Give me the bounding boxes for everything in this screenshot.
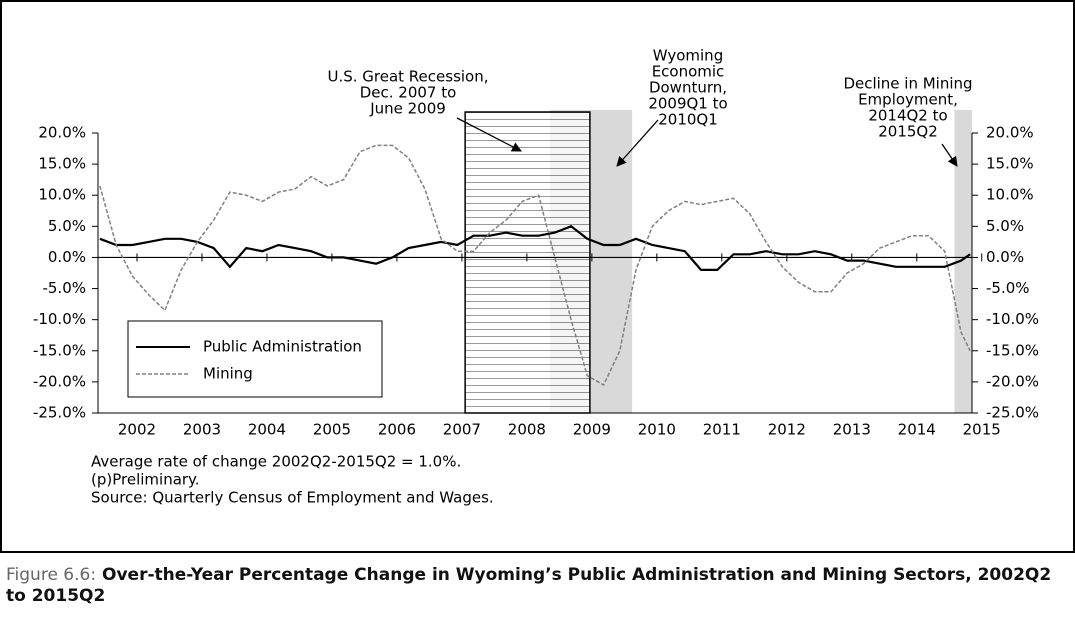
- footnote: Average rate of change 2002Q2-2015Q2 = 1…: [91, 453, 461, 471]
- legend-label: Mining: [203, 365, 253, 383]
- caption-label: Figure 6.6:: [6, 565, 97, 585]
- annotation: Employment,: [858, 91, 958, 109]
- x-tick-label: 2011: [703, 421, 741, 439]
- y-tick-label: -25.0%: [33, 404, 86, 422]
- x-tick-label: 2010: [638, 421, 676, 439]
- annotation: Downturn,: [649, 79, 727, 97]
- annotation: 2009Q1 to: [648, 95, 727, 113]
- y2-tick-label: 10.0%: [986, 186, 1034, 204]
- caption: Figure 6.6: Over-the-Year Percentage Cha…: [6, 565, 1074, 607]
- y2-tick-label: 0.0%: [986, 248, 1024, 266]
- x-tick-label: 2003: [183, 421, 221, 439]
- y2-tick-label: -20.0%: [986, 372, 1039, 390]
- x-tick-label: 2009: [573, 421, 611, 439]
- annotation: Dec. 2007 to: [360, 84, 457, 102]
- x-tick-label: 2005: [313, 421, 351, 439]
- recession-band: [464, 111, 591, 414]
- frame: [0, 0, 1075, 553]
- y-tick-label: -5.0%: [42, 279, 86, 297]
- annotation-arrow: [941, 143, 958, 167]
- x-tick-label: 2012: [768, 421, 806, 439]
- annotation-arrow: [616, 119, 659, 167]
- y-tick-label: -15.0%: [33, 341, 86, 359]
- x-tick-label: 2006: [378, 421, 416, 439]
- x-tick-label: 2002: [118, 421, 156, 439]
- chart: -25.0% -25.0% -20.0% -20.0% -15.0% -15.0% -10.…: [0, 0, 1075, 553]
- y2-tick-label: -15.0%: [986, 341, 1039, 359]
- series-line: [99, 144, 971, 387]
- y2-tick-label: -25.0%: [986, 404, 1039, 422]
- annotation: June 2009: [369, 100, 446, 118]
- annotation: 2010Q1: [658, 111, 718, 129]
- y-tick-label: -10.0%: [33, 310, 86, 328]
- x-tick-label: 2014: [898, 421, 936, 439]
- annotation: U.S. Great Recession,: [327, 68, 488, 86]
- annotation: Economic: [652, 63, 725, 81]
- caption-text: Over-the-Year Percentage Change in Wyomi…: [6, 565, 1052, 606]
- x-tick-label: 2007: [443, 421, 481, 439]
- y2-tick-label: 5.0%: [986, 217, 1024, 235]
- y2-tick-label: -5.0%: [986, 279, 1030, 297]
- annotation: 2015Q2: [878, 123, 938, 141]
- footnote: (p)Preliminary.: [91, 471, 200, 489]
- y-tick-label: -20.0%: [33, 372, 86, 390]
- y-tick-label: 20.0%: [38, 124, 86, 142]
- shaded-band: [954, 110, 972, 413]
- annotation: 2014Q2 to: [868, 107, 947, 125]
- y2-tick-label: 20.0%: [986, 124, 1034, 142]
- x-tick-label: 2004: [248, 421, 286, 439]
- annotation: Wyoming: [653, 47, 723, 65]
- annotation-arrow: [456, 117, 522, 152]
- series-line: [99, 225, 971, 271]
- y2-tick-label: 15.0%: [986, 155, 1034, 173]
- y-tick-label: 0.0%: [48, 248, 86, 266]
- legend-box: [127, 320, 383, 398]
- x-tick-label: 2015: [963, 421, 1001, 439]
- annotation: Decline in Mining: [843, 75, 972, 93]
- y2-tick-label: -10.0%: [986, 310, 1039, 328]
- x-tick-label: 2013: [833, 421, 871, 439]
- legend-label: Public Administration: [203, 338, 362, 356]
- y-tick-label: 5.0%: [48, 217, 86, 235]
- footnote: Source: Quarterly Census of Employment a…: [91, 489, 494, 507]
- y-tick-label: 15.0%: [38, 155, 86, 173]
- y-tick-label: 10.0%: [38, 186, 86, 204]
- x-tick-label: 2008: [508, 421, 546, 439]
